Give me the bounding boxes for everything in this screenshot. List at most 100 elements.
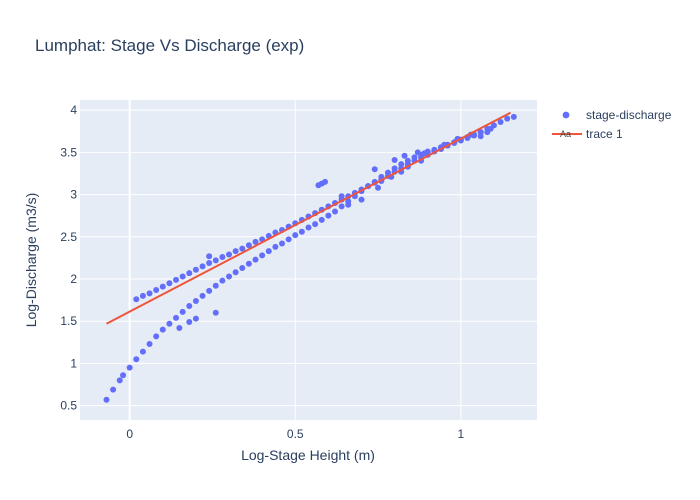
grid-lines [80, 100, 537, 420]
data-point [504, 115, 511, 122]
y-axis-title: Log-Discharge (m3/s) [23, 193, 39, 328]
data-point [139, 348, 146, 355]
y-tick-label: 3 [70, 188, 77, 202]
data-point [206, 287, 213, 294]
data-point [186, 303, 193, 310]
legend-label-stage-discharge: stage-discharge [586, 108, 672, 122]
data-point [219, 254, 226, 261]
data-point [232, 269, 239, 276]
y-tick-label: 2.5 [60, 230, 77, 244]
data-point [126, 364, 133, 371]
data-point [477, 129, 484, 136]
data-point [116, 377, 123, 384]
data-point [192, 315, 199, 322]
data-point [398, 161, 405, 168]
data-point [391, 156, 398, 163]
data-point [292, 232, 299, 239]
data-point [414, 149, 421, 156]
data-point [192, 266, 199, 273]
data-point [186, 319, 193, 326]
data-point [345, 201, 352, 208]
data-point [110, 386, 117, 393]
data-point [239, 245, 246, 252]
data-point [331, 208, 338, 215]
data-point [179, 273, 186, 280]
data-point [232, 248, 239, 255]
data-point [146, 341, 153, 348]
data-point [338, 193, 345, 200]
legend-item-stage-discharge[interactable]: stage-discharge [562, 108, 672, 122]
y-tick-label: 0.5 [60, 399, 77, 413]
data-point [173, 276, 180, 283]
data-point [265, 248, 272, 255]
data-point [199, 263, 206, 270]
data-point [510, 113, 517, 120]
x-tick-label: 1 [457, 427, 464, 441]
data-point [206, 259, 213, 266]
data-point [153, 286, 160, 293]
x-tick-label: 0 [126, 427, 133, 441]
data-point [173, 314, 180, 321]
fit-line-layer [106, 111, 511, 325]
data-point [298, 228, 305, 235]
data-point [219, 277, 226, 284]
data-point [322, 178, 329, 185]
data-point [305, 224, 312, 231]
data-point [497, 118, 504, 125]
legend: stage-discharge Aa trace 1 [552, 108, 672, 141]
data-point [252, 238, 259, 245]
data-point [239, 265, 246, 272]
data-point [325, 212, 332, 219]
data-point [153, 333, 160, 340]
data-point [159, 283, 166, 290]
data-point [259, 252, 266, 259]
data-point [159, 326, 166, 333]
legend-label-trace-1: trace 1 [586, 127, 623, 141]
legend-text-icon: Aa [560, 129, 571, 139]
data-point [120, 372, 127, 379]
data-point [176, 324, 183, 331]
data-point [186, 270, 193, 277]
data-point [252, 256, 259, 263]
data-point [133, 296, 140, 303]
data-point [199, 292, 206, 299]
y-tick-label: 4 [70, 103, 77, 117]
data-point [272, 243, 279, 250]
data-point [139, 292, 146, 299]
legend-marker-scatter [562, 111, 570, 119]
legend-item-trace-1[interactable]: Aa trace 1 [552, 127, 623, 141]
fit-line [106, 111, 511, 325]
data-point [103, 396, 110, 403]
data-point [318, 216, 325, 223]
data-point [312, 221, 319, 228]
data-point [212, 257, 219, 264]
y-tick-label: 3.5 [60, 145, 77, 159]
data-point [245, 260, 252, 267]
data-point [192, 297, 199, 304]
data-point [487, 125, 494, 132]
data-point [166, 280, 173, 287]
data-point [285, 236, 292, 243]
y-tick-label: 1.5 [60, 314, 77, 328]
data-point [226, 251, 233, 258]
y-tick-label: 2 [70, 272, 77, 286]
data-point [401, 152, 408, 159]
data-point [212, 309, 219, 316]
data-point [206, 253, 213, 260]
data-point [133, 356, 140, 363]
data-point [375, 184, 382, 191]
data-point [338, 203, 345, 210]
data-point [212, 282, 219, 289]
data-point [226, 273, 233, 280]
data-point [245, 242, 252, 249]
data-point [358, 196, 365, 203]
x-axis-ticks: 0 0.5 1 [126, 427, 464, 441]
data-point [279, 240, 286, 247]
y-axis-ticks: 0.5 1 1.5 2 2.5 3 3.5 4 [60, 103, 77, 413]
data-point [166, 320, 173, 327]
data-point [477, 133, 484, 140]
x-axis-title: Log-Stage Height (m) [241, 447, 375, 463]
data-point [179, 308, 186, 315]
